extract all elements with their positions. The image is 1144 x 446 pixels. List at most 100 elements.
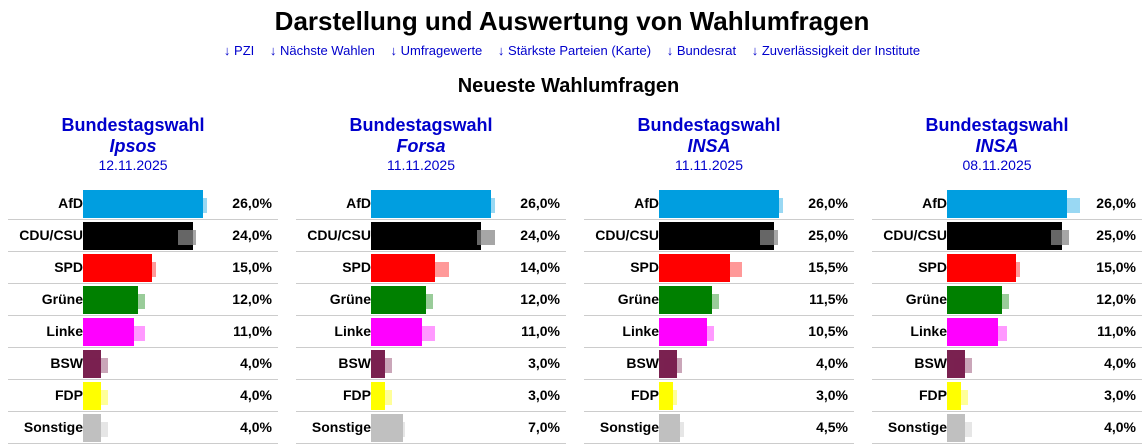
bar — [371, 222, 482, 250]
value-label: 12,0% — [1096, 291, 1136, 307]
poll-institute[interactable]: INSA — [975, 136, 1019, 156]
row-divider — [296, 315, 566, 316]
previous-value-marker — [414, 294, 433, 309]
party-label: FDP — [55, 387, 83, 403]
previous-value-marker — [431, 262, 449, 277]
party-row: SPD 15,0% — [8, 252, 278, 284]
bar — [371, 382, 385, 410]
previous-value-marker — [417, 326, 436, 341]
bar — [371, 318, 422, 346]
party-row: Sonstige 7,0% — [296, 412, 566, 444]
party-row: BSW 3,0% — [296, 348, 566, 380]
party-row: SPD 15,0% — [872, 252, 1142, 284]
value-label: 4,0% — [1104, 355, 1136, 371]
party-row: CDU/CSU 25,0% — [872, 220, 1142, 252]
poll-election-title[interactable]: Bundestagswahl — [925, 115, 1069, 135]
bar — [83, 190, 203, 218]
bar — [83, 286, 139, 314]
value-label: 12,0% — [232, 291, 272, 307]
previous-value-marker — [663, 358, 682, 373]
bar — [947, 318, 998, 346]
poll-institute[interactable]: Ipsos — [109, 136, 157, 156]
previous-value-marker — [954, 422, 973, 437]
row-divider — [8, 443, 278, 444]
bar — [371, 286, 427, 314]
nav-link-naechste-wahlen[interactable]: ↓ Nächste Wahlen — [269, 43, 375, 58]
row-divider — [584, 411, 854, 412]
previous-value-marker — [177, 230, 196, 245]
party-label: BSW — [626, 355, 659, 371]
row-divider — [296, 379, 566, 380]
nav-link-zuverlaessigkeit[interactable]: ↓ Zuverlässigkeit der Institute — [751, 43, 921, 58]
value-label: 14,0% — [520, 259, 560, 275]
previous-value-marker — [373, 390, 392, 405]
party-label: BSW — [50, 355, 83, 371]
bar — [659, 222, 774, 250]
party-label: BSW — [914, 355, 947, 371]
bar — [947, 222, 1062, 250]
party-label: AfD — [922, 195, 947, 211]
poll-panel: Bundestagswahl Forsa 11.11.2025 AfD 26,0% CDU… — [296, 115, 584, 445]
row-divider — [872, 379, 1142, 380]
party-label: Linke — [910, 323, 947, 339]
previous-value-marker — [666, 422, 685, 437]
party-row: AfD 26,0% — [8, 188, 278, 220]
row-divider — [584, 347, 854, 348]
page-title: Darstellung und Auswertung von Wahlumfra… — [274, 6, 870, 36]
party-label: Sonstige — [887, 419, 947, 435]
bar — [371, 190, 491, 218]
bar — [659, 350, 678, 378]
row-divider — [8, 315, 278, 316]
row-divider — [584, 219, 854, 220]
value-label: 7,0% — [528, 419, 560, 435]
party-label: Grüne — [617, 291, 659, 307]
value-label: 26,0% — [232, 195, 272, 211]
row-divider — [872, 347, 1142, 348]
party-row: CDU/CSU 25,0% — [584, 220, 854, 252]
poll-election-title[interactable]: Bundestagswahl — [637, 115, 781, 135]
poll-panel: Bundestagswahl INSA 11.11.2025 AfD 26,0% CDU/… — [584, 115, 872, 445]
value-label: 4,0% — [1104, 419, 1136, 435]
value-label: 24,0% — [520, 227, 560, 243]
poll-election-title[interactable]: Bundestagswahl — [61, 115, 205, 135]
value-label: 11,0% — [233, 323, 272, 339]
nav-links: ↓ PZI ↓ Nächste Wahlen ↓ Umfragewerte ↓ … — [0, 43, 1144, 58]
party-label: Linke — [622, 323, 659, 339]
value-label: 15,5% — [808, 259, 848, 275]
party-row: Grüne 11,5% — [584, 284, 854, 316]
nav-link-bundesrat[interactable]: ↓ Bundesrat — [666, 43, 737, 58]
previous-value-marker — [373, 358, 392, 373]
poll-election-title[interactable]: Bundestagswahl — [349, 115, 493, 135]
previous-value-marker — [1062, 198, 1081, 213]
row-divider — [296, 411, 566, 412]
previous-value-marker — [700, 294, 719, 309]
row-divider — [296, 251, 566, 252]
row-divider — [296, 347, 566, 348]
nav-link-pzi[interactable]: ↓ PZI — [223, 43, 255, 58]
bar — [947, 286, 1003, 314]
bar — [947, 190, 1067, 218]
poll-date: 12.11.2025 — [98, 157, 168, 173]
party-row: AfD 26,0% — [296, 188, 566, 220]
poll-institute[interactable]: Forsa — [396, 136, 446, 156]
previous-value-marker — [1002, 262, 1021, 277]
party-label: CDU/CSU — [595, 227, 659, 243]
row-divider — [584, 379, 854, 380]
poll-header: Bundestagswahl INSA 08.11.2025 — [872, 115, 1122, 174]
row-divider — [872, 315, 1142, 316]
bar — [659, 414, 680, 442]
poll-date: 11.11.2025 — [675, 157, 743, 173]
value-label: 3,0% — [528, 387, 560, 403]
poll-date: 08.11.2025 — [962, 157, 1032, 173]
row-divider — [8, 379, 278, 380]
row-divider — [8, 219, 278, 220]
nav-link-staerkste-parteien[interactable]: ↓ Stärkste Parteien (Karte) — [497, 43, 652, 58]
poll-institute[interactable]: INSA — [687, 136, 731, 156]
row-divider — [8, 283, 278, 284]
party-row: FDP 3,0% — [296, 380, 566, 412]
previous-value-marker — [949, 390, 968, 405]
nav-link-umfragewerte[interactable]: ↓ Umfragewerte — [390, 43, 483, 58]
bar — [947, 382, 961, 410]
bar — [83, 382, 102, 410]
party-label: Grüne — [905, 291, 947, 307]
